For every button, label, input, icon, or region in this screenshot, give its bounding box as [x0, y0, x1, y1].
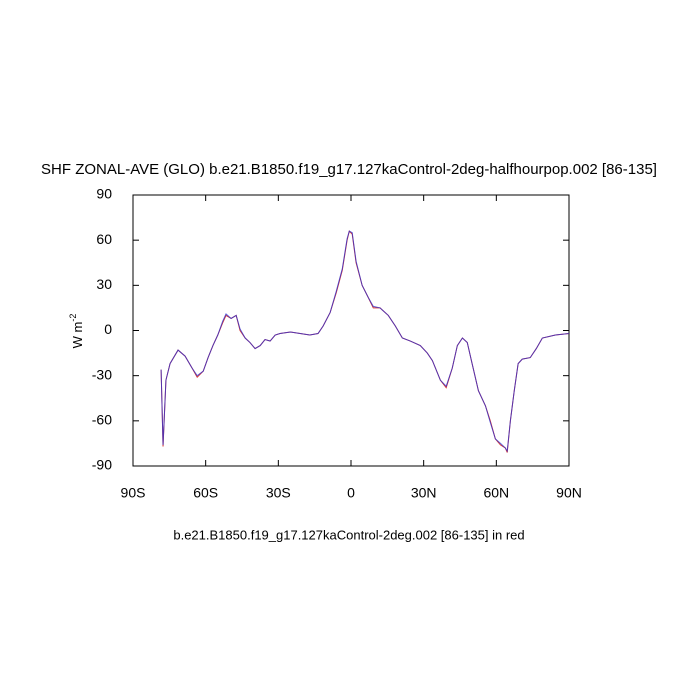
plot-frame: [132, 194, 570, 467]
y-axis-label: W m-2: [68, 314, 85, 349]
chart-subtitle: b.e21.B1850.f19_g17.127kaControl-2deg.00…: [173, 527, 524, 542]
series-line: [160, 230, 570, 453]
y-tick-label: 30: [96, 276, 112, 292]
x-tick-label: 60N: [483, 485, 509, 501]
y-tick-label: -90: [92, 457, 112, 473]
x-tick-label: 90N: [556, 485, 582, 501]
y-tick-label: -60: [92, 412, 112, 428]
y-tick-label: 60: [96, 231, 112, 247]
series-line: [160, 230, 570, 453]
y-tick-label: 0: [104, 321, 112, 337]
chart-title: SHF ZONAL-AVE (GLO) b.e21.B1850.f19_g17.…: [41, 161, 657, 178]
y-tick-label: 90: [96, 186, 112, 202]
x-tick-label: 60S: [193, 485, 218, 501]
x-tick-label: 90S: [121, 485, 146, 501]
y-tick-label: -30: [92, 366, 112, 382]
y-axis-label-sup: -2: [68, 314, 78, 322]
x-tick-label: 30N: [411, 485, 437, 501]
x-tick-label: 30S: [266, 485, 291, 501]
y-axis-label-text: W m: [70, 322, 85, 349]
x-tick-label: 0: [347, 485, 355, 501]
